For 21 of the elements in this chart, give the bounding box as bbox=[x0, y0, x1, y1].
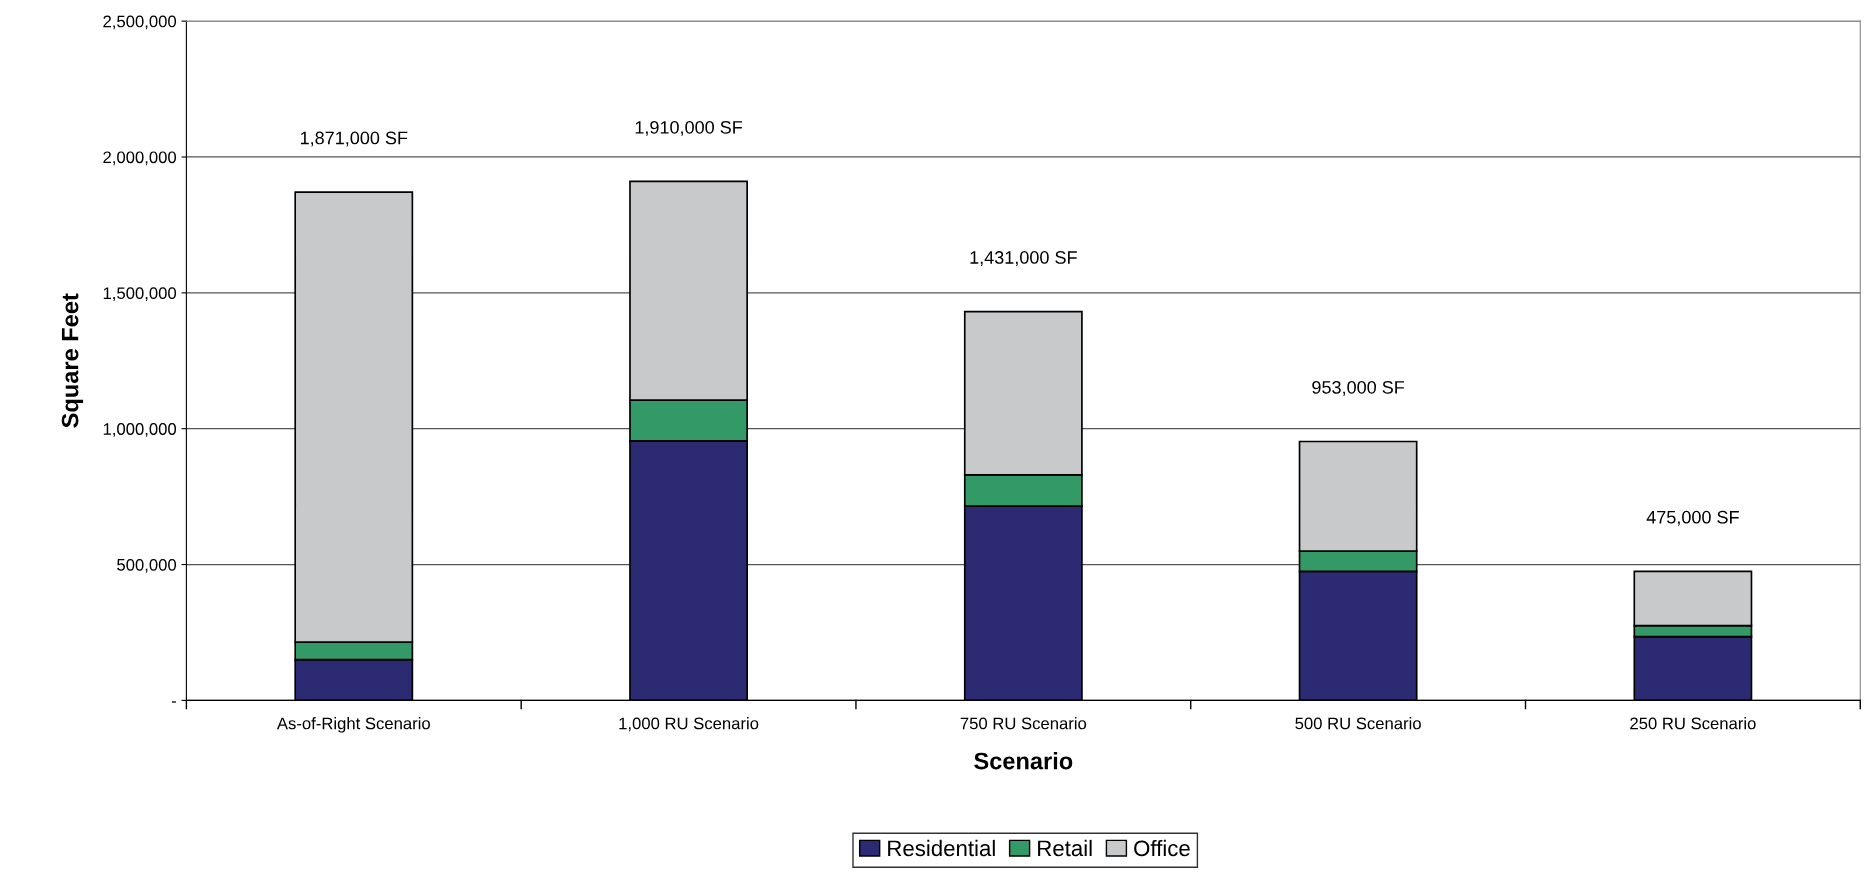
y-tick-label: - bbox=[171, 701, 176, 703]
y-tick-label: 1,500,000 bbox=[103, 287, 177, 302]
legend-label: Office bbox=[1134, 839, 1190, 857]
legend-label: Retail bbox=[1038, 839, 1092, 857]
total-label: 1,431,000 SF bbox=[970, 251, 1077, 266]
total-label: 1,871,000 SF bbox=[300, 131, 408, 147]
y-tick-label: 2,000,000 bbox=[103, 151, 177, 166]
x-tick-label: 750 RU Scenario bbox=[960, 717, 1087, 730]
y-tick-label: 1,000,000 bbox=[103, 423, 177, 437]
x-axis-title: Scenario bbox=[974, 752, 1073, 770]
total-label: 1,910,000 SF bbox=[635, 120, 743, 136]
x-tick-label: As-of-Right Scenario bbox=[276, 717, 430, 733]
x-tick-label: 1,000 RU Scenario bbox=[619, 717, 759, 732]
x-tick-label: 250 RU Scenario bbox=[1630, 717, 1756, 730]
y-axis-title: Square Feet bbox=[61, 293, 84, 428]
total-label: 475,000 SF bbox=[1646, 510, 1739, 526]
y-tick-label: 2,500,000 bbox=[103, 15, 177, 30]
total-label: 953,000 SF bbox=[1312, 380, 1405, 396]
legend-label: Residential bbox=[888, 839, 995, 857]
y-tick-label: 500,000 bbox=[117, 558, 177, 573]
x-tick-label: 500 RU Scenario bbox=[1295, 717, 1421, 730]
